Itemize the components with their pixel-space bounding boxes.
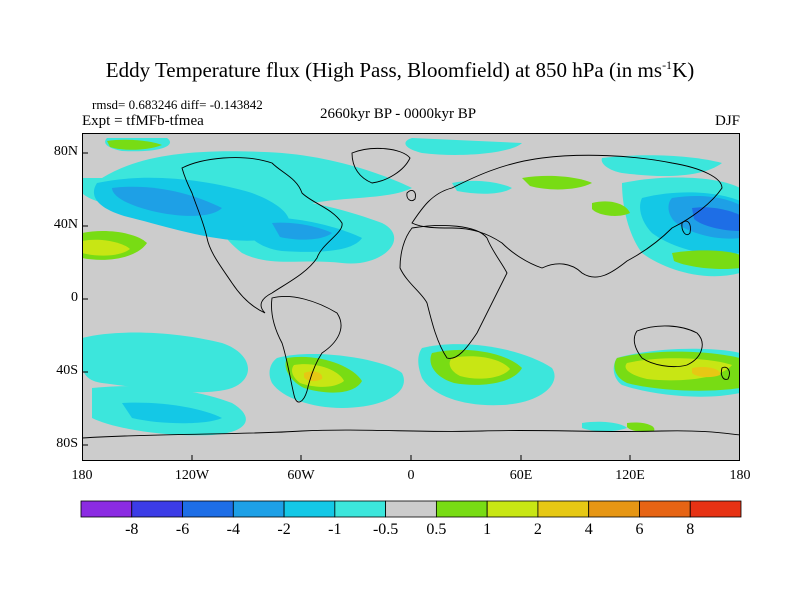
eurasia-coast [411,154,723,278]
japan-coast [681,220,691,236]
season-label: DJF [714,113,740,129]
colorbar-box [639,500,691,518]
colorbar-label: -2 [277,521,291,538]
colorbar-box [689,500,742,518]
contour-north-atlantic-east [452,180,512,194]
lon-label: 120W [174,468,210,483]
contour-asia-green [592,201,630,216]
colorbar-box [283,500,336,518]
colorbar-label: 2 [533,521,542,538]
lat-label: 80N [53,144,78,159]
rmsd-diff-stats: rmsd= 0.683246 diff= -0.143842 [92,97,263,112]
colorbar-label: 1 [483,521,492,538]
chart-title: Eddy Temperature flux (High Pass, Bloomf… [105,58,695,82]
colorbar-label: 8 [686,521,695,538]
colorbar-box [537,500,590,518]
world-map [82,133,740,461]
contour-antarctic-edge [582,421,627,432]
colorbar-box [182,500,234,518]
lat-label: 40S [56,363,78,378]
colorbar-box [80,500,133,518]
colorbar-label: -0.5 [372,521,399,538]
contour-samerica-core [304,371,323,382]
lon-label: 0 [407,468,415,483]
contour-siberia [601,155,722,176]
contour-africa-yellow [449,356,510,379]
colorbar-label: 6 [635,521,644,538]
tick-marks [82,152,631,461]
lat-label: 80S [56,436,78,451]
contour-south-pacific-mid [122,402,222,424]
contour-south-pacific-green [627,422,655,432]
contour-pacific-yellow [82,239,130,256]
south-america-coast [271,296,342,403]
contour-south-pacific [82,332,249,393]
australia-coast [633,325,703,368]
lat-label: 40N [53,217,78,232]
africa-coast [399,225,508,359]
colorbar-label: -8 [125,521,139,538]
colorbar-box [334,500,387,518]
colorbar-label: -6 [175,521,190,538]
north-america-coast [181,157,343,314]
contour-fields [82,138,740,436]
colorbar-box [435,500,488,518]
contour-arctic-green [107,139,162,150]
contour-atlantic-strong [272,222,332,240]
contour-australia-core [692,366,721,378]
colorbar-box [232,500,285,518]
colorbar [80,500,742,518]
contour-pacific-west-green [672,250,740,270]
antarctica-coast [82,429,740,439]
colorbar-label: 4 [584,521,593,538]
lat-label: 0 [71,290,78,305]
experiment-label: Expt = tfMFb-tfmea [82,113,204,129]
contour-canada-strong [112,186,222,216]
lon-label: 180 [729,468,751,483]
colorbar-box [131,500,183,518]
contour-arctic-north2 [405,138,522,155]
contour-europe-green [522,175,592,190]
period-label: 2660kyr BP - 0000kyr BP [320,106,477,122]
lon-label: 60E [509,468,533,483]
colorbar-box [486,500,539,518]
lon-label: 60W [287,468,315,483]
colorbar-label: -1 [328,521,342,538]
colorbar-label: -4 [226,521,240,538]
new-zealand-coast [720,366,730,380]
uk-coast [406,190,416,202]
colorbar-box [385,500,437,518]
lon-label: 180 [71,468,93,483]
coastlines [82,148,740,439]
lon-label: 120E [615,468,645,483]
contour-pacific-core [692,207,740,231]
colorbar-label: 0.5 [426,521,447,538]
greenland-coast [351,148,411,184]
colorbar-box [588,500,640,518]
